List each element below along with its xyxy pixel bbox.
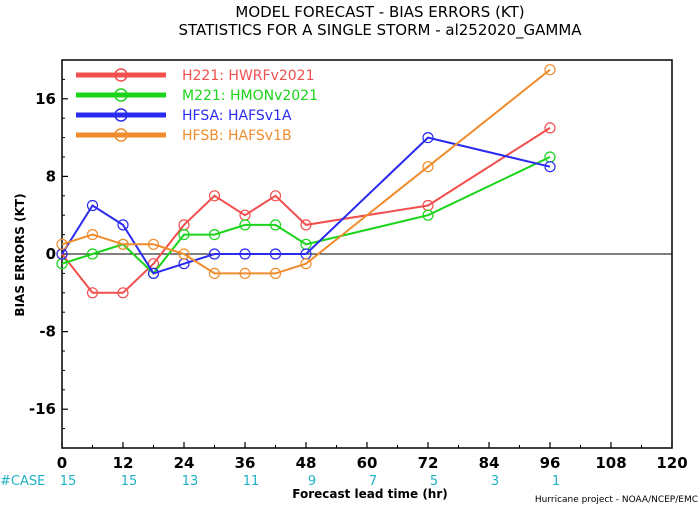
y-tick-label: 0 <box>46 245 56 263</box>
x-tick-label: 108 <box>595 454 626 472</box>
data-point <box>86 229 99 241</box>
data-point <box>117 238 129 250</box>
case-count: 5 <box>430 474 438 489</box>
y-tick-label: -16 <box>29 400 56 418</box>
series-line <box>61 156 551 275</box>
x-tick-label: 24 <box>174 454 195 472</box>
data-point <box>422 209 434 221</box>
x-tick-label: 84 <box>479 454 500 472</box>
legend-swatch-marker <box>114 68 128 82</box>
data-point <box>544 122 556 134</box>
series-line <box>61 127 551 294</box>
axis-ticks: 0 12 24 36 48 60 72 84 96 108 120 -16 -8 0 8 16 <box>29 78 688 472</box>
data-point <box>544 161 556 173</box>
data-point <box>300 219 312 231</box>
data-point <box>86 287 99 299</box>
x-tick-label: 96 <box>540 454 561 472</box>
data-point <box>422 132 434 144</box>
x-tick-label: 48 <box>296 454 317 472</box>
data-point <box>422 161 434 173</box>
data-point <box>239 219 251 231</box>
case-count: 11 <box>243 474 260 489</box>
series-group <box>56 122 556 299</box>
case-count: 7 <box>369 474 377 489</box>
series-line <box>61 136 551 275</box>
y-tick-label: -8 <box>39 323 56 341</box>
data-point <box>300 258 312 270</box>
legend-label: H221: HWRFv2021 <box>182 68 314 84</box>
series-group <box>56 64 556 279</box>
data-point <box>147 267 160 279</box>
data-point <box>56 238 68 250</box>
data-point <box>147 238 160 250</box>
legend-swatch-marker <box>114 108 128 122</box>
case-label: #CASE <box>0 474 45 489</box>
x-tick-label: 0 <box>57 454 67 472</box>
legend-swatch-marker <box>114 88 128 102</box>
x-tick-label: 12 <box>113 454 134 472</box>
legend-label: HFSB: HAFSv1B <box>182 128 292 144</box>
y-tick-label: 16 <box>35 90 56 108</box>
legend-swatch-marker <box>114 128 128 142</box>
case-count: 3 <box>491 474 499 489</box>
data-point <box>239 267 251 279</box>
plot-area <box>61 59 673 449</box>
x-axis-label: Forecast lead time (hr) <box>292 487 448 501</box>
legend-label: M221: HMONv2021 <box>182 88 318 104</box>
case-counts: 15 15 13 11 9 7 5 3 1 <box>60 474 560 489</box>
legend: H221: HWRFv2021 M221: HMONv2021 HFSA: HAFS… <box>76 68 318 144</box>
data-point <box>178 248 190 260</box>
x-tick-label: 120 <box>656 454 687 472</box>
x-tick-label: 60 <box>357 454 378 472</box>
x-tick-label: 72 <box>418 454 439 472</box>
chart-title-line1: MODEL FORECAST - BIAS ERRORS (KT) <box>235 3 524 21</box>
data-point <box>178 229 190 241</box>
data-point <box>117 219 129 231</box>
case-count: 15 <box>60 474 77 489</box>
data-series <box>56 64 556 299</box>
data-point <box>208 190 221 202</box>
y-tick-label: 8 <box>46 167 56 185</box>
data-point <box>117 287 129 299</box>
data-point <box>269 190 282 202</box>
data-point <box>86 199 99 212</box>
data-point <box>269 267 282 279</box>
series-line <box>61 68 551 275</box>
y-axis-label: BIAS ERRORS (KT) <box>13 193 27 316</box>
data-point <box>208 248 221 260</box>
case-count: 9 <box>308 474 316 489</box>
data-point <box>544 64 556 76</box>
chart-title-line2: STATISTICS FOR A SINGLE STORM - al252020… <box>178 21 582 40</box>
x-tick-label: 36 <box>235 454 256 472</box>
series-group <box>56 132 556 279</box>
data-point <box>86 248 99 260</box>
data-point <box>208 229 221 241</box>
legend-label: HFSA: HAFSv1A <box>182 108 292 124</box>
case-count: 15 <box>121 474 138 489</box>
data-point <box>208 267 221 279</box>
data-point <box>269 248 282 260</box>
case-count: 1 <box>552 474 560 489</box>
data-point <box>269 219 282 231</box>
case-count: 13 <box>182 474 199 489</box>
data-point <box>239 248 251 260</box>
credit-text: Hurricane project - NOAA/NCEP/EMC <box>535 495 698 505</box>
